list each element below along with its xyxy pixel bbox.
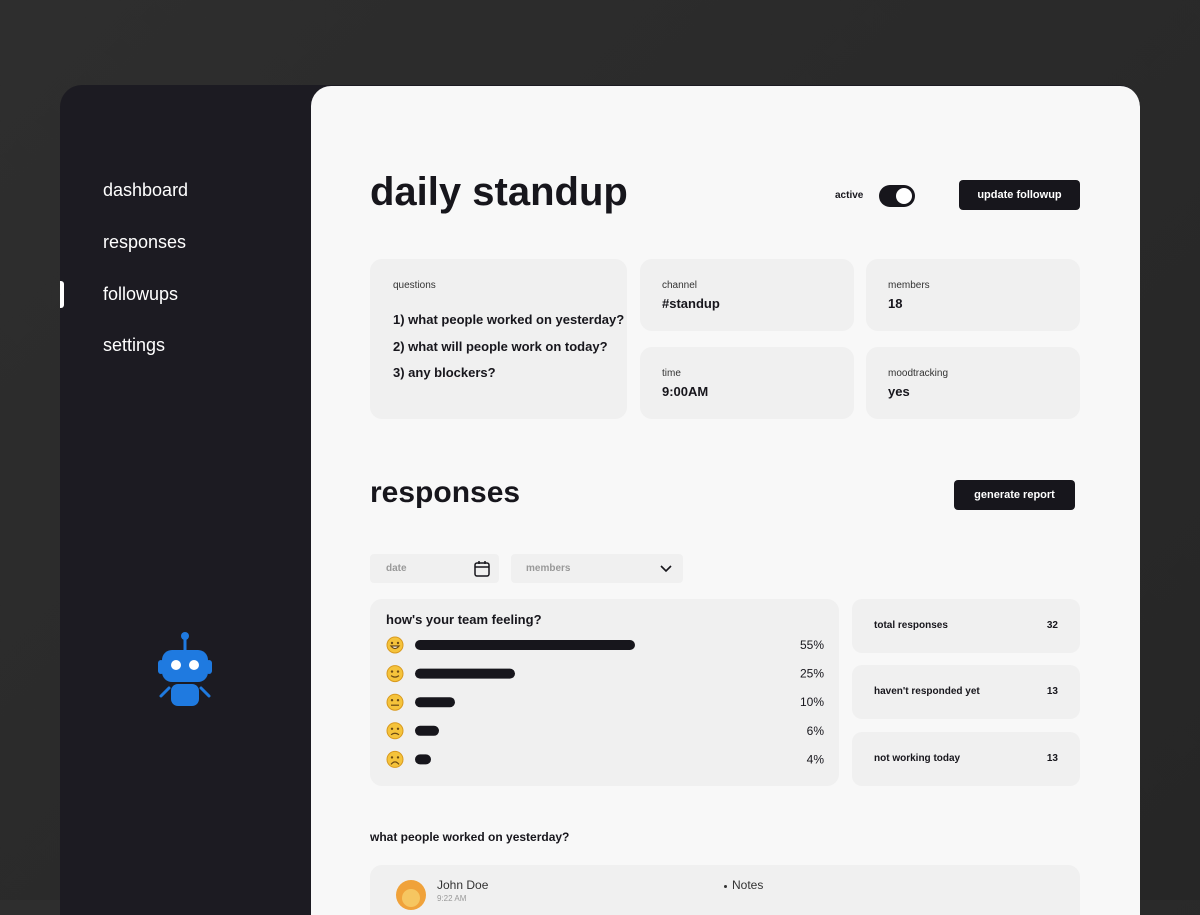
mood-bar [415, 668, 515, 679]
update-button[interactable]: update followup [959, 180, 1080, 210]
card-value: yes [888, 384, 910, 399]
entry-time: 9:22 AM [437, 894, 467, 903]
question: 2) what will people work on today? [393, 339, 608, 354]
mood-emoji [386, 750, 404, 768]
channel-card: channel #standup [640, 259, 854, 331]
members-card: members 18 [866, 259, 1080, 331]
stat-card: not working today 13 [852, 732, 1080, 786]
mood-bar [415, 754, 431, 765]
filter-label: date [386, 563, 407, 574]
mood-percent: 6% [807, 724, 825, 738]
stat-value: 32 [1046, 620, 1058, 631]
stat-label: haven't responded yet [874, 686, 980, 697]
mood-percent: 55% [800, 638, 824, 652]
app-frame: dashboard responses followups settings d… [60, 85, 1140, 915]
filter-label: members [526, 563, 571, 574]
mood-emoji [386, 722, 404, 740]
card-value: 18 [888, 296, 903, 311]
mood-percent: 4% [807, 752, 825, 766]
question: 1) what people worked on yesterday? [393, 312, 625, 327]
mood-bar [415, 725, 439, 736]
time-card: time 9:00AM [640, 347, 854, 419]
question: 3) any blockers? [393, 365, 496, 380]
active-indicator [60, 281, 64, 308]
robot-logo [158, 632, 212, 706]
avatar [396, 880, 426, 910]
chevron-icon [660, 565, 672, 573]
mood-card: how's your team feeling? 55% 25% 10% 6% 4% [370, 599, 839, 786]
mood-chart: 55% 25% 10% 6% 4% [386, 636, 825, 768]
card-value: #standup [662, 296, 720, 311]
mood-bar [415, 640, 635, 650]
questions-card: questions 1) what people worked on yeste… [370, 259, 627, 419]
mood-percent: 25% [800, 667, 824, 681]
calendar-icon [474, 561, 490, 577]
section-title: responses [370, 476, 521, 509]
mood-emoji [386, 665, 404, 683]
nav-item[interactable]: settings [103, 335, 166, 355]
mood-title: how's your team feeling? [386, 612, 542, 627]
stat-value: 13 [1046, 686, 1058, 697]
card-label: members [888, 280, 930, 291]
entry-name: John Doe [437, 878, 489, 892]
nav-item[interactable]: responses [103, 232, 187, 252]
report-button[interactable]: generate report [954, 480, 1075, 510]
bullet [724, 885, 727, 888]
card-label: moodtracking [888, 368, 949, 379]
mood-emoji [386, 693, 404, 711]
status-label: active [835, 190, 864, 201]
card-label: questions [393, 280, 436, 291]
stat-card: total responses 32 [852, 599, 1080, 653]
mood-bar [415, 697, 455, 708]
stat-label: total responses [874, 620, 948, 631]
card-label: time [662, 368, 681, 379]
stat-card: haven't responded yet 13 [852, 665, 1080, 719]
page-title: daily standup [370, 170, 628, 214]
entry-notes: Notes [732, 878, 764, 892]
card-value: 9:00AM [662, 384, 709, 399]
date-filter[interactable]: date [370, 554, 499, 583]
members-filter[interactable]: members [511, 554, 683, 583]
stat-value: 13 [1046, 753, 1058, 764]
entry-card: John Doe 9:22 AM Notes [370, 865, 1080, 915]
mood-percent: 10% [800, 695, 824, 709]
nav-item[interactable]: followups [103, 284, 179, 304]
active-toggle[interactable] [878, 184, 916, 208]
moodtracking-card: moodtracking yes [866, 347, 1080, 419]
stat-label: not working today [874, 753, 961, 764]
main-panel: daily standup active update followup que… [311, 86, 1140, 915]
mood-emoji [386, 636, 404, 654]
card-label: channel [662, 280, 698, 291]
subsection-title: what people worked on yesterday? [370, 830, 570, 844]
nav-item[interactable]: dashboard [103, 180, 189, 200]
